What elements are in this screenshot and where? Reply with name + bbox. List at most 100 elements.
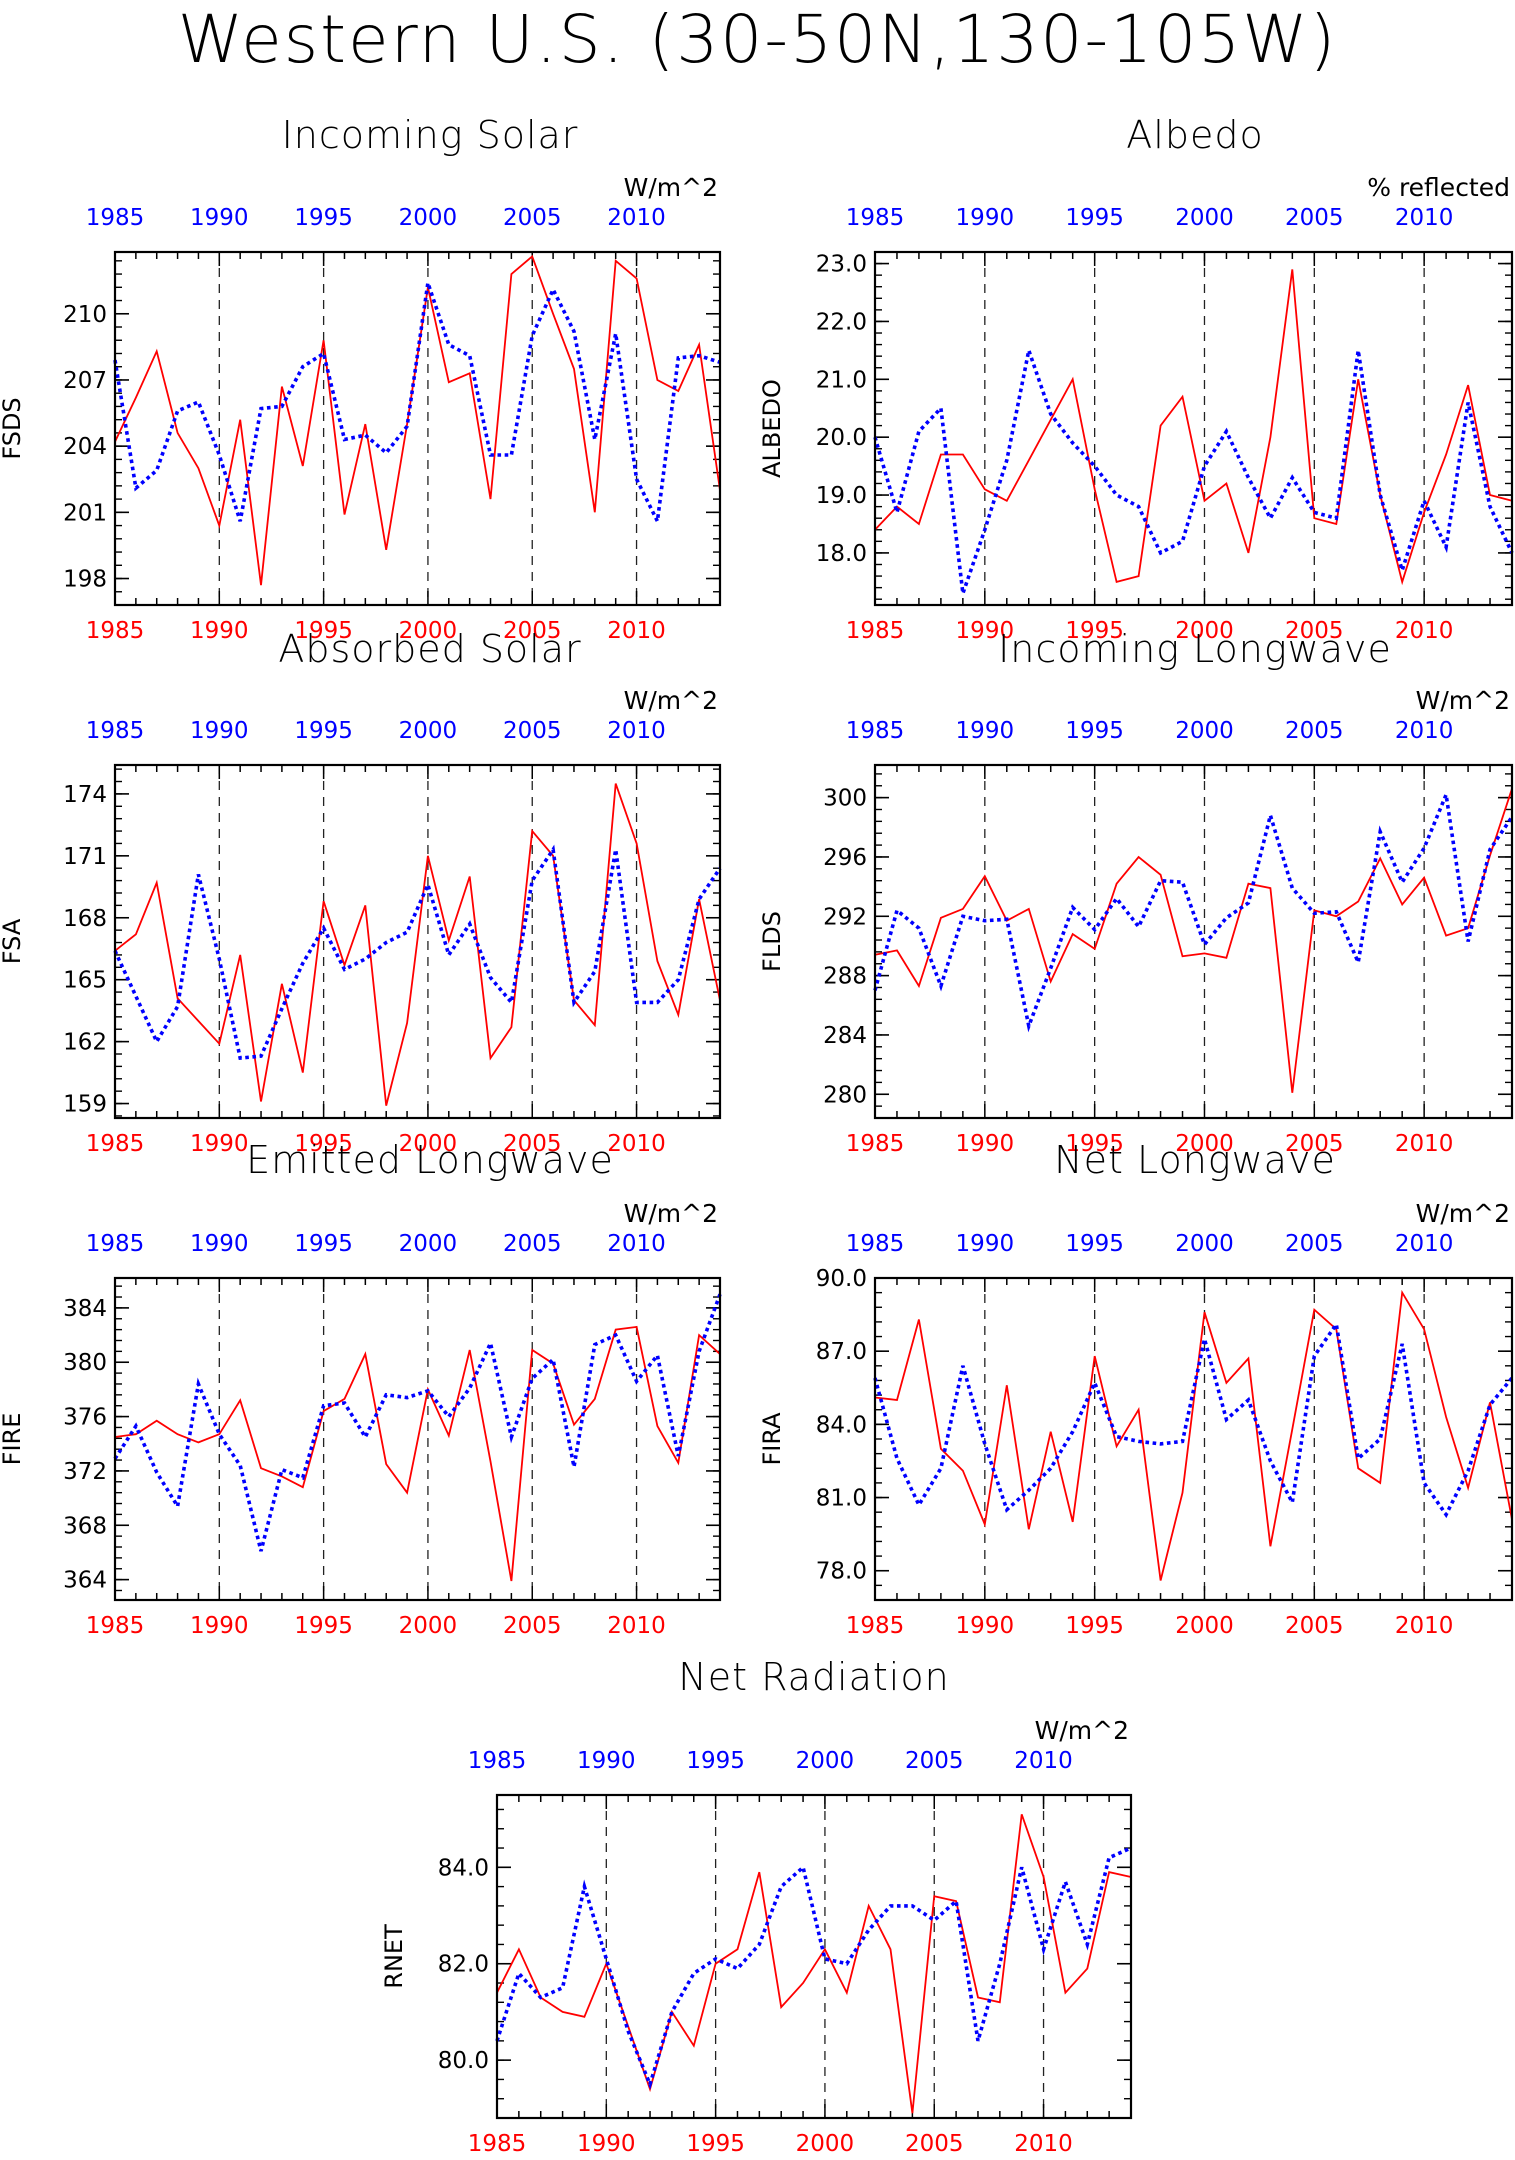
x-tick-label-top: 1990 <box>956 1231 1015 1257</box>
x-tick-label-bottom: 1990 <box>956 1613 1015 1639</box>
series-line-blue-dotted <box>873 343 1514 594</box>
x-tick-label-bottom: 1995 <box>294 618 353 644</box>
y-tick-label: 384 <box>63 1296 107 1322</box>
y-axis-label: ALBEDO <box>758 379 786 478</box>
x-tick-label-bottom: 1995 <box>294 1613 353 1639</box>
x-tick-label-top: 1990 <box>577 1748 636 1774</box>
y-tick-label: 90.0 <box>816 1266 867 1292</box>
x-tick-label-bottom: 1985 <box>86 618 145 644</box>
series-line-blue-dotted <box>113 1293 722 1552</box>
x-tick-label-top: 1985 <box>846 718 905 744</box>
series-line-red-solid <box>496 1814 1132 2114</box>
x-tick-label-top: 2010 <box>1395 718 1454 744</box>
series-line-blue-dotted <box>113 844 722 1061</box>
x-tick-label-top: 1995 <box>1065 205 1124 231</box>
x-tick-label-top: 1985 <box>846 1231 905 1257</box>
x-tick-label-bottom: 1985 <box>846 1613 905 1639</box>
x-tick-label-bottom: 2005 <box>503 618 562 644</box>
y-tick-label: 300 <box>823 786 867 812</box>
x-tick-label-bottom: 2000 <box>399 618 458 644</box>
x-tick-label-bottom: 2010 <box>607 618 666 644</box>
x-tick-label-top: 1995 <box>1065 1231 1124 1257</box>
x-tick-label-bottom: 2000 <box>1175 1613 1234 1639</box>
series-line-red-solid <box>114 1325 721 1582</box>
x-tick-label-bottom: 2000 <box>399 1131 458 1157</box>
y-tick-label: 207 <box>63 368 107 394</box>
plot-frame <box>113 1276 722 1602</box>
units-label: W/m^2 <box>624 173 718 202</box>
x-tick-label-bottom: 1990 <box>190 1613 249 1639</box>
plot-frame <box>873 763 1514 1120</box>
x-tick-label-bottom: 1985 <box>846 618 905 644</box>
series-line-red-solid <box>114 254 721 586</box>
x-tick-label-bottom: 1995 <box>1065 618 1124 644</box>
x-tick-label-top: 1985 <box>468 1748 527 1774</box>
plot-frame <box>495 1793 1133 2120</box>
x-tick-label-bottom: 2010 <box>1395 618 1454 644</box>
x-tick-label-bottom: 2005 <box>1285 618 1344 644</box>
y-tick-label: 80.0 <box>438 2048 489 2074</box>
x-tick-label-bottom: 2010 <box>1395 1131 1454 1157</box>
x-tick-label-top: 2010 <box>607 1231 666 1257</box>
chart-title: Net Longwave <box>1054 1138 1336 1182</box>
y-tick-label: 19.0 <box>816 483 867 509</box>
chart-panel-3: Absorbed Solar W/m^2 FSA 159 162 165 168 171 174… <box>0 627 722 1157</box>
x-tick-label-bottom: 2005 <box>1285 1613 1344 1639</box>
series-line-red-solid <box>114 783 721 1106</box>
plot-frame <box>873 250 1514 607</box>
y-tick-label: 210 <box>63 302 107 328</box>
x-tick-label-top: 2005 <box>905 1748 964 1774</box>
x-tick-label-top: 2010 <box>607 718 666 744</box>
y-axis-label: FIRE <box>0 1413 26 1466</box>
y-tick-label: 81.0 <box>816 1486 867 1512</box>
y-tick-label: 84.0 <box>816 1412 867 1438</box>
x-tick-label-bottom: 2010 <box>1395 1613 1454 1639</box>
chart-title: Incoming Solar <box>282 113 579 157</box>
x-tick-label-top: 1995 <box>294 1231 353 1257</box>
y-tick-label: 23.0 <box>816 252 867 278</box>
units-label: W/m^2 <box>624 1199 718 1228</box>
x-tick-label-top: 2000 <box>1175 718 1234 744</box>
x-tick-label-top: 2005 <box>1285 718 1344 744</box>
x-tick-label-bottom: 1995 <box>686 2131 745 2157</box>
x-tick-label-top: 2005 <box>503 718 562 744</box>
y-tick-label: 18.0 <box>816 541 867 567</box>
x-tick-label-top: 2000 <box>399 205 458 231</box>
x-tick-label-top: 1985 <box>846 205 905 231</box>
y-axis-label: FSDS <box>0 397 26 459</box>
x-tick-label-top: 2000 <box>1175 205 1234 231</box>
y-tick-label: 171 <box>63 844 107 870</box>
y-tick-label: 198 <box>63 567 107 593</box>
y-tick-label: 82.0 <box>438 1952 489 1978</box>
y-tick-label: 174 <box>63 782 107 808</box>
x-tick-label-bottom: 1985 <box>86 1131 145 1157</box>
x-tick-label-top: 2005 <box>1285 1231 1344 1257</box>
series-line-blue-dotted <box>495 1846 1132 2090</box>
x-tick-label-top: 1995 <box>686 1748 745 1774</box>
x-tick-label-bottom: 2010 <box>1014 2131 1073 2157</box>
units-label: W/m^2 <box>1416 686 1510 715</box>
x-tick-label-bottom: 2010 <box>607 1613 666 1639</box>
x-tick-label-bottom: 1990 <box>190 618 249 644</box>
y-tick-label: 372 <box>63 1459 107 1485</box>
x-tick-label-top: 2005 <box>1285 205 1344 231</box>
x-tick-label-bottom: 1985 <box>86 1613 145 1639</box>
x-tick-label-top: 1985 <box>86 1231 145 1257</box>
chart-panel-1: Incoming Solar W/m^2 FSDS 198 201 204 207 210 19… <box>0 113 722 644</box>
units-label: W/m^2 <box>1416 1199 1510 1228</box>
x-tick-label-bottom: 1990 <box>577 2131 636 2157</box>
units-label: % reflected <box>1367 173 1510 202</box>
x-tick-label-bottom: 1995 <box>1065 1613 1124 1639</box>
y-tick-label: 284 <box>823 1023 867 1049</box>
x-tick-label-bottom: 2000 <box>1175 1131 1234 1157</box>
chart-title: Emitted Longwave <box>246 1138 614 1182</box>
x-tick-label-top: 2000 <box>1175 1231 1234 1257</box>
y-tick-label: 84.0 <box>438 1855 489 1881</box>
y-tick-label: 162 <box>63 1030 107 1056</box>
plot-frame <box>113 250 722 607</box>
y-tick-label: 364 <box>63 1568 107 1594</box>
chart-title: Net Radiation <box>678 1655 949 1699</box>
chart-title: Albedo <box>1126 113 1263 157</box>
